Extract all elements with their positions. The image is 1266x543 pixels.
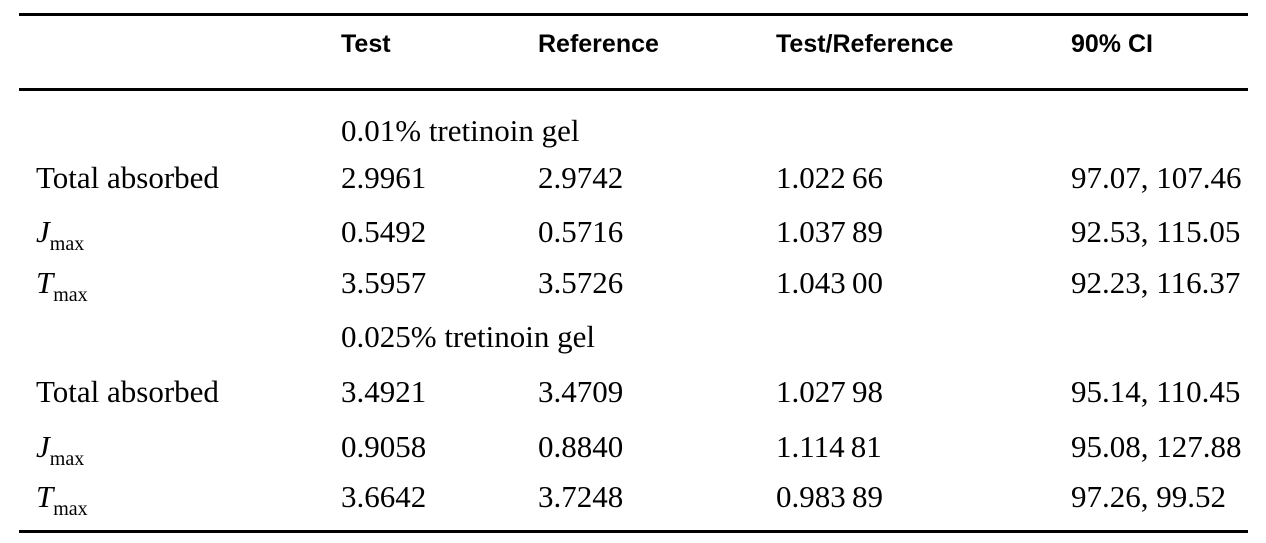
row-label: Tmax bbox=[19, 477, 341, 529]
section-row: 0.025% tretinoin gel bbox=[19, 317, 1248, 357]
cell-ci: 92.23, 116.37 bbox=[1071, 265, 1241, 300]
row-label: Total absorbed bbox=[19, 158, 341, 210]
cell-ratio: 1.043 00 bbox=[776, 265, 883, 300]
cell-ci: 95.14, 110.45 bbox=[1071, 374, 1241, 409]
cell-reference: 0.5716 bbox=[538, 214, 624, 249]
cell-reference: 0.8840 bbox=[538, 429, 624, 464]
row-label-subscript: max bbox=[53, 284, 88, 306]
section-title: 0.025% tretinoin gel bbox=[341, 319, 595, 354]
cell-ci: 95.08, 127.88 bbox=[1071, 429, 1242, 464]
bioequivalence-table: Test Reference Test/Reference 90% CI 0.0… bbox=[19, 0, 1248, 543]
header-test-reference-ratio: Test/Reference bbox=[776, 30, 954, 58]
row-label-text: Total absorbed bbox=[36, 160, 219, 195]
table-bottom-rule bbox=[19, 530, 1248, 533]
cell-ratio: 1.037 89 bbox=[776, 214, 883, 249]
cell-reference: 3.5726 bbox=[538, 265, 624, 300]
section-empty-cell bbox=[19, 317, 341, 357]
table-row: Jmax 0.5492 0.5716 1.037 89 92.53, 115.0… bbox=[19, 212, 1248, 255]
row-label: Total absorbed bbox=[19, 372, 341, 424]
section-title: 0.01% tretinoin gel bbox=[341, 113, 580, 148]
table-header-row: Test Reference Test/Reference 90% CI bbox=[19, 27, 1248, 61]
table-row: Total absorbed 2.9961 2.9742 1.022 66 97… bbox=[19, 158, 1248, 198]
row-label-subscript: max bbox=[53, 498, 88, 520]
cell-ci: 97.26, 99.52 bbox=[1071, 479, 1226, 514]
cell-reference: 2.9742 bbox=[538, 160, 624, 195]
cell-test: 3.4921 bbox=[341, 374, 427, 409]
row-label-text: Total absorbed bbox=[36, 374, 219, 409]
header-empty-cell bbox=[19, 27, 341, 61]
table-row: Tmax 3.5957 3.5726 1.043 00 92.23, 116.3… bbox=[19, 263, 1248, 306]
header-reference: Reference bbox=[538, 30, 659, 58]
row-label-subscript: max bbox=[49, 448, 85, 470]
section-empty-cell bbox=[19, 111, 341, 151]
table-mid-rule bbox=[19, 88, 1248, 91]
row-label: Tmax bbox=[19, 263, 341, 315]
cell-test: 2.9961 bbox=[341, 160, 427, 195]
row-label-symbol: T bbox=[36, 479, 54, 514]
cell-ratio: 1.114 81 bbox=[776, 429, 882, 464]
header-test: Test bbox=[341, 30, 391, 58]
table-row: Tmax 3.6642 3.7248 0.983 89 97.26, 99.52 bbox=[19, 477, 1248, 520]
cell-test: 3.6642 bbox=[341, 479, 427, 514]
cell-ci: 92.53, 115.05 bbox=[1071, 214, 1241, 249]
row-label: Jmax bbox=[19, 427, 341, 479]
row-label: Jmax bbox=[19, 212, 341, 264]
cell-test: 0.5492 bbox=[341, 214, 427, 249]
row-label-symbol: J bbox=[36, 214, 50, 249]
cell-ratio: 1.022 66 bbox=[776, 160, 883, 195]
cell-ratio: 0.983 89 bbox=[776, 479, 883, 514]
cell-ci: 97.07, 107.46 bbox=[1071, 160, 1242, 195]
row-label-symbol: T bbox=[36, 265, 54, 300]
section-row: 0.01% tretinoin gel bbox=[19, 111, 1248, 151]
cell-ratio: 1.027 98 bbox=[776, 374, 883, 409]
row-label-subscript: max bbox=[49, 233, 85, 255]
table-top-rule bbox=[19, 13, 1248, 16]
table-row: Total absorbed 3.4921 3.4709 1.027 98 95… bbox=[19, 372, 1248, 412]
row-label-symbol: J bbox=[36, 429, 50, 464]
cell-reference: 3.7248 bbox=[538, 479, 624, 514]
header-90-ci: 90% CI bbox=[1071, 30, 1153, 58]
table-row: Jmax 0.9058 0.8840 1.114 81 95.08, 127.8… bbox=[19, 427, 1248, 470]
cell-reference: 3.4709 bbox=[538, 374, 624, 409]
cell-test: 3.5957 bbox=[341, 265, 427, 300]
cell-test: 0.9058 bbox=[341, 429, 427, 464]
